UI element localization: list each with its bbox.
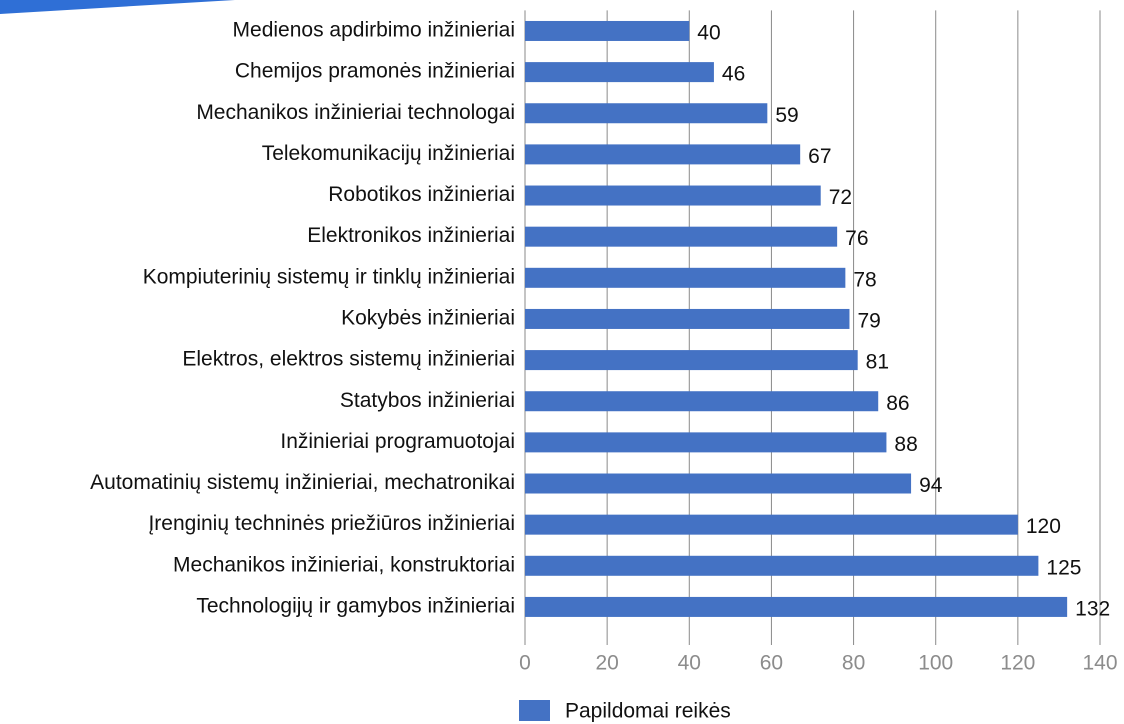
y-tick-label: Technologijų ir gamybos inžinieriai — [196, 594, 515, 617]
y-tick-label: Kokybės inžinieriai — [341, 306, 515, 329]
bar — [525, 308, 850, 329]
y-tick-label: Elektronikos inžinieriai — [307, 224, 515, 247]
data-label: 125 — [1046, 556, 1081, 579]
data-label: 40 — [697, 22, 720, 45]
bar — [525, 596, 1068, 617]
data-label: 132 — [1075, 597, 1110, 620]
y-tick-label: Medienos apdirbimo inžinieriai — [233, 19, 515, 42]
data-label: 94 — [919, 474, 943, 497]
data-label: 67 — [808, 145, 831, 168]
bar — [525, 267, 846, 288]
bar — [525, 391, 879, 412]
decoration — [0, 0, 235, 14]
x-tick-label: 80 — [842, 652, 865, 675]
bar — [525, 144, 801, 165]
y-tick-label: Mechanikos inžinieriai technologai — [196, 101, 515, 124]
y-tick-label: Inžinieriai programuotojai — [280, 430, 515, 453]
y-tick-label: Įrenginių techninės priežiūros inžinieri… — [148, 512, 515, 535]
data-label: 78 — [853, 268, 876, 291]
legend-swatch — [519, 700, 550, 721]
y-tick-label: Telekomunikacijų inžinieriai — [262, 142, 515, 165]
data-label: 81 — [866, 351, 889, 374]
x-tick-label: 20 — [595, 652, 618, 675]
y-tick-label: Statybos inžinieriai — [340, 389, 515, 412]
data-label: 46 — [722, 63, 745, 86]
y-tick-label: Kompiuterinių sistemų ir tinklų inžinier… — [143, 265, 515, 288]
x-tick-label: 120 — [1000, 652, 1035, 675]
data-label: 76 — [845, 227, 868, 250]
bar — [525, 226, 838, 247]
x-tick-label: 40 — [678, 652, 701, 675]
bar — [525, 62, 714, 83]
data-label: 72 — [829, 186, 852, 209]
y-tick-label: Robotikos inžinieriai — [328, 183, 515, 206]
bar — [525, 473, 912, 494]
data-label: 86 — [886, 392, 909, 415]
data-label: 88 — [894, 433, 917, 456]
bar — [525, 185, 821, 206]
data-label: 120 — [1026, 515, 1061, 538]
x-tick-label: 140 — [1082, 652, 1117, 675]
data-label: 59 — [775, 104, 798, 127]
y-tick-label: Elektros, elektros sistemų inžinieriai — [182, 348, 515, 371]
data-label: 79 — [857, 309, 880, 332]
bar — [525, 555, 1039, 576]
x-tick-label: 0 — [519, 652, 531, 675]
x-tick-label: 60 — [760, 652, 783, 675]
bar — [525, 20, 690, 41]
legend-label: Papildomai reikės — [565, 700, 731, 723]
bar — [525, 432, 887, 453]
bar — [525, 103, 768, 124]
x-tick-label: 100 — [918, 652, 953, 675]
y-tick-label: Automatinių sistemų inžinieriai, mechatr… — [90, 471, 515, 494]
y-tick-label: Mechanikos inžinieriai, konstruktoriai — [173, 553, 515, 576]
bar — [525, 350, 858, 371]
bar — [525, 514, 1018, 535]
y-tick-label: Chemijos pramonės inžinieriai — [235, 60, 515, 83]
